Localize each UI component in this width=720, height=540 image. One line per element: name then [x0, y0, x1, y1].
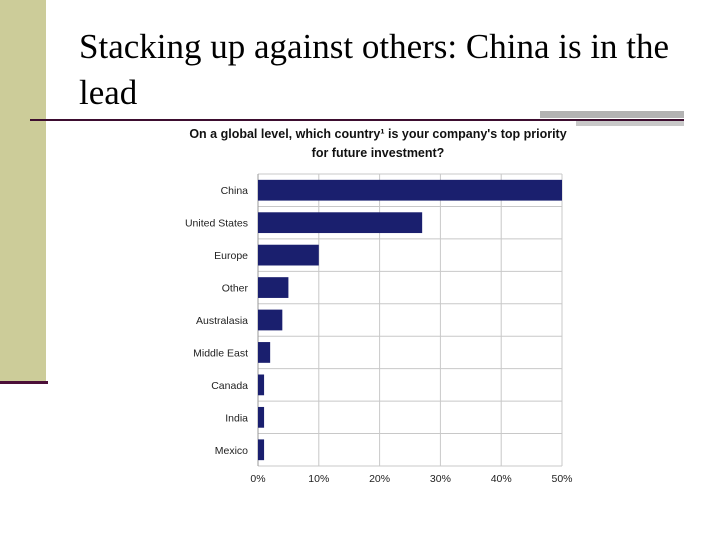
- bar: [258, 179, 562, 201]
- bar: [258, 277, 289, 298]
- side-band-rule: [0, 381, 48, 384]
- slide-title: Stacking up against others: China is in …: [79, 27, 670, 112]
- category-label: China: [221, 185, 249, 197]
- bar: [258, 342, 271, 363]
- title-accent-bar: [540, 111, 684, 118]
- x-tick-label: 50%: [551, 473, 572, 485]
- side-band: [0, 0, 46, 382]
- x-tick-label: 40%: [491, 473, 512, 485]
- chart-title: On a global level, which country¹ is you…: [189, 127, 567, 160]
- category-label: United States: [185, 218, 248, 230]
- category-label: Other: [222, 283, 249, 295]
- title-rule: [30, 119, 684, 121]
- bar: [258, 374, 265, 396]
- bar: [258, 212, 423, 234]
- bar: [258, 406, 265, 428]
- x-tick-label: 30%: [430, 473, 451, 485]
- category-label: Australasia: [196, 315, 248, 327]
- x-tick-label: 0%: [250, 473, 265, 485]
- category-label: Middle East: [193, 347, 248, 359]
- category-label: Europe: [214, 250, 248, 262]
- category-label: India: [225, 412, 248, 424]
- category-label: Canada: [211, 380, 248, 392]
- bar: [258, 309, 283, 331]
- x-tick-label: 10%: [308, 473, 329, 485]
- bar: [258, 439, 265, 461]
- category-label: Mexico: [215, 445, 248, 457]
- x-tick-label: 20%: [369, 473, 390, 485]
- bar: [258, 244, 319, 266]
- title-accent-bar-lower: [540, 120, 684, 126]
